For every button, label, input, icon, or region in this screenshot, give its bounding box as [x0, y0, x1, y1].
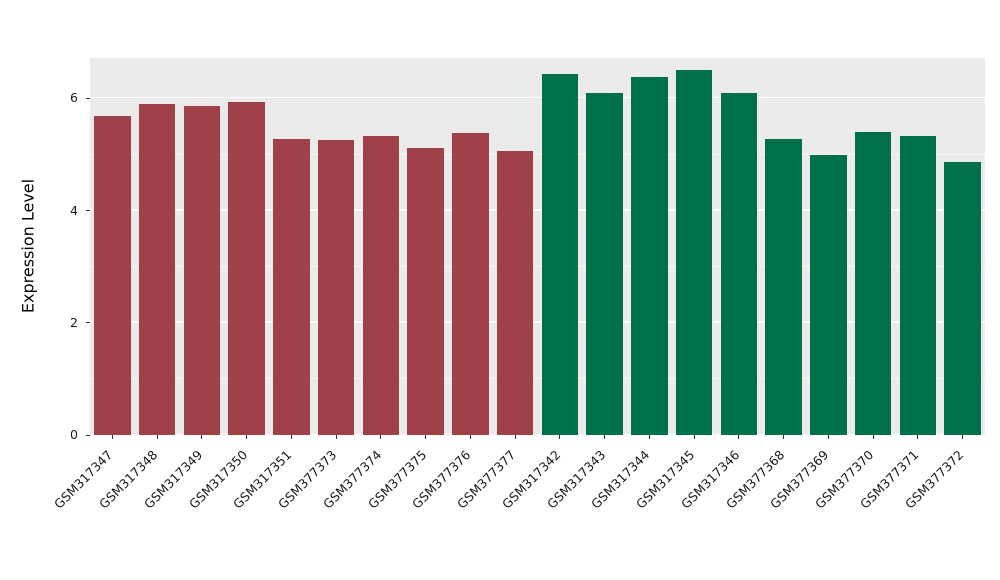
bar-GSM317349: [183, 105, 221, 435]
gridline-minor: [90, 266, 985, 267]
plot-panel: [90, 58, 985, 435]
gridline-major: [90, 433, 985, 435]
gridline-major: [90, 209, 985, 211]
bar-GSM317351: [273, 139, 310, 435]
x-tick-mark: [917, 435, 919, 439]
bar-GSM317342: [541, 74, 579, 435]
y-tick-mark: [86, 210, 90, 212]
x-tick-mark: [693, 435, 695, 439]
x-tick-mark: [962, 435, 964, 439]
x-tick-mark: [156, 435, 158, 439]
gridline-minor: [90, 153, 985, 155]
x-tick-mark: [201, 435, 203, 439]
x-tick-mark: [827, 435, 829, 439]
gridline-major: [90, 321, 985, 323]
gridline-minor: [90, 378, 985, 379]
x-tick-mark: [514, 435, 516, 439]
bar-GSM377372: [944, 162, 981, 435]
x-tick-mark: [425, 435, 427, 439]
y-tick-label: 6: [70, 90, 78, 106]
x-tick-mark: [335, 435, 337, 439]
x-tick-mark: [246, 435, 248, 439]
bar-GSM377369: [810, 154, 847, 435]
bar-GSM317350: [228, 102, 265, 435]
bar-GSM317348: [138, 104, 176, 435]
y-tick-mark: [86, 322, 90, 324]
y-axis: 0 2 4 6: [0, 58, 90, 442]
bar-GSM377377: [496, 151, 534, 435]
y-tick-label: 4: [70, 202, 78, 218]
x-tick-mark: [604, 435, 606, 439]
x-tick-mark: [111, 435, 113, 439]
x-tick-mark: [783, 435, 785, 439]
x-tick-mark: [872, 435, 874, 439]
x-tick-mark: [648, 435, 650, 439]
x-tick-mark: [380, 435, 382, 439]
bar-GSM377370: [854, 131, 892, 435]
x-axis: GSM317347 GSM317348 GSM317349 GSM317350 GSM3…: [51, 435, 985, 580]
bar-GSM377368: [765, 139, 802, 435]
bar-GSM377374: [362, 135, 400, 435]
x-tick-mark: [469, 435, 471, 439]
bar-GSM377373: [317, 140, 355, 435]
gridline-major: [90, 97, 985, 99]
x-tick-mark: [290, 435, 292, 439]
bar-GSM317346: [720, 93, 758, 435]
bar-GSM377371: [899, 135, 937, 435]
bar-GSM317344: [631, 77, 668, 435]
x-tick-mark: [559, 435, 561, 439]
y-tick-mark: [86, 97, 90, 99]
bar-GSM377375: [407, 147, 444, 435]
x-tick-mark: [738, 435, 740, 439]
y-tick-label: 0: [70, 427, 78, 442]
y-tick-mark: [86, 434, 90, 436]
bar-GSM317343: [586, 93, 623, 435]
y-tick-label: 2: [70, 314, 78, 330]
bar-GSM377376: [452, 132, 489, 435]
bar-GSM317347: [94, 116, 131, 435]
bar-GSM317345: [675, 70, 713, 435]
